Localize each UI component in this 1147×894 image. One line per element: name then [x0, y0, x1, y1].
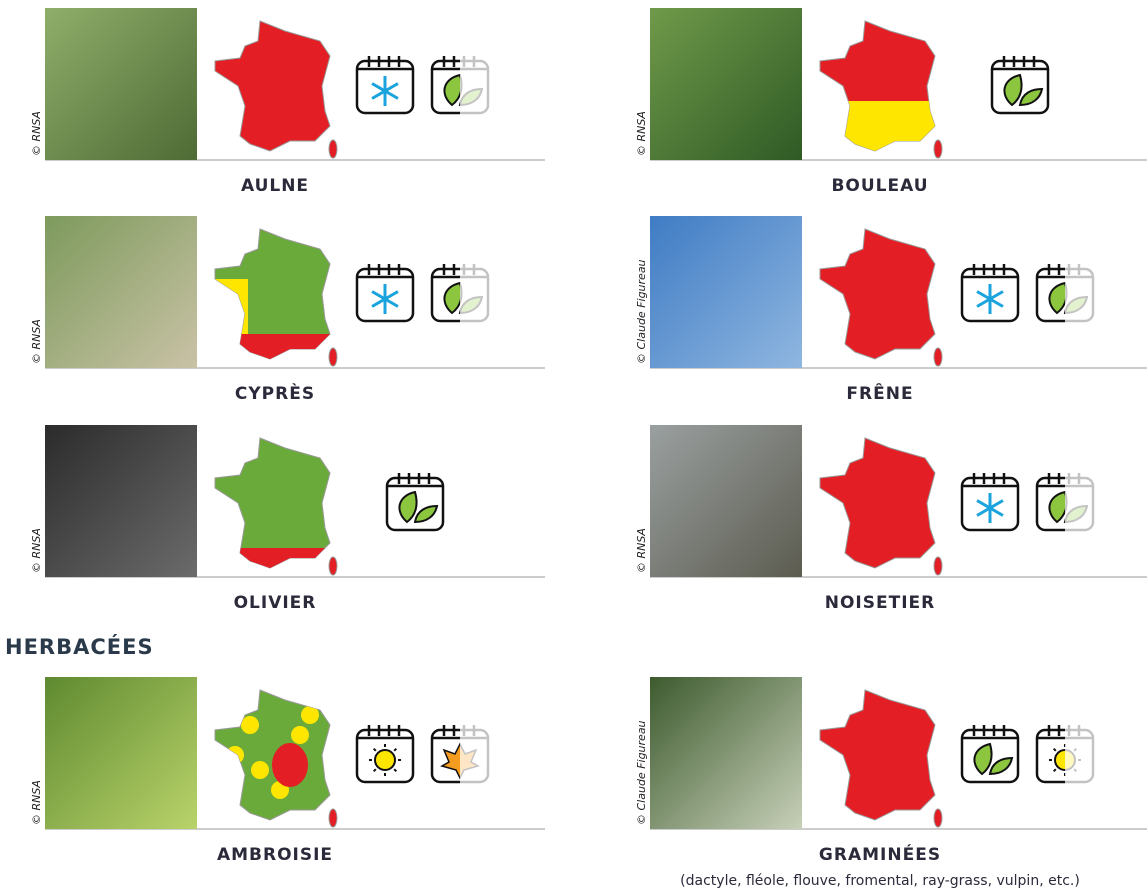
plant-card: © RNSA CYPRÈS	[30, 216, 545, 404]
zone	[226, 746, 244, 764]
calendar-icon	[357, 56, 413, 113]
corsica	[934, 348, 942, 366]
photo-credit: © RNSA	[30, 780, 43, 825]
note: (dactyle, fléole, flouve, fromental, ray…	[680, 873, 1080, 889]
zone	[240, 548, 340, 573]
fade	[1065, 261, 1095, 323]
plant-card: © RNSA AULNE	[30, 8, 545, 196]
map-base	[820, 438, 935, 568]
calendar-icon	[1037, 722, 1095, 784]
france-map	[820, 690, 942, 827]
calendar-icon	[432, 722, 490, 784]
plant-card: © RNSA NOISETIER	[635, 425, 1147, 613]
corsica	[934, 809, 942, 827]
map-base	[215, 21, 330, 151]
photo	[45, 677, 197, 829]
corsica	[934, 140, 942, 158]
photo-credit: © RNSA	[635, 528, 648, 573]
photo-credit: © RNSA	[30, 111, 43, 156]
page: HERBACÉES (dactyle, fléole, flouve, from…	[0, 0, 1147, 894]
corsica	[934, 557, 942, 575]
photo-credit: © RNSA	[30, 528, 43, 573]
zone	[291, 726, 309, 744]
france-map	[215, 438, 340, 575]
plant-name: BOULEAU	[831, 176, 928, 196]
plant-name: AULNE	[241, 176, 309, 196]
sun	[375, 750, 395, 770]
photo-credit: © Claude Figureau	[635, 259, 648, 364]
france-map	[820, 229, 942, 366]
zone	[241, 716, 259, 734]
section-heading: HERBACÉES	[5, 634, 154, 659]
calendar-icon	[432, 53, 490, 115]
map-zones	[240, 548, 340, 573]
photo	[650, 216, 802, 368]
calendar-icon	[387, 473, 443, 530]
calendar-icon	[432, 261, 490, 323]
photo	[45, 216, 197, 368]
calendar-icon	[1037, 261, 1095, 323]
france-map	[210, 229, 340, 366]
corsica	[329, 140, 337, 158]
photo	[45, 8, 197, 160]
calendar-icon	[962, 264, 1018, 321]
france-map	[215, 690, 337, 827]
calendar-icon	[962, 725, 1018, 782]
photo	[650, 677, 802, 829]
corsica	[329, 557, 337, 575]
plant-name: AMBROISIE	[217, 845, 333, 865]
calendar-icon	[357, 264, 413, 321]
map-base	[820, 690, 935, 820]
map-base	[820, 229, 935, 359]
zone	[272, 743, 308, 787]
photo	[650, 8, 802, 160]
fade	[1065, 470, 1095, 532]
fade	[460, 722, 490, 784]
plant-card: © RNSA BOULEAU	[635, 8, 1147, 196]
calendar-icon	[962, 473, 1018, 530]
corsica	[329, 809, 337, 827]
plant-name: FRÊNE	[846, 382, 913, 404]
fade	[460, 261, 490, 323]
plant-name: NOISETIER	[825, 593, 936, 613]
plant-name: CYPRÈS	[235, 382, 315, 404]
plant-card: © Claude Figureau FRÊNE	[635, 216, 1147, 404]
zone	[815, 101, 945, 151]
plant-name: OLIVIER	[234, 593, 317, 613]
france-map	[815, 21, 945, 158]
corsica	[329, 348, 337, 366]
fade	[1065, 722, 1095, 784]
france-map	[820, 438, 942, 575]
plant-card: © Claude Figureau GRAMINÉES	[635, 677, 1147, 865]
plant-card: © RNSA AMBROISIE	[30, 677, 545, 865]
calendar-icon	[992, 56, 1048, 113]
photo	[650, 425, 802, 577]
calendar-icon	[357, 725, 413, 782]
zone	[251, 761, 269, 779]
plant-name: GRAMINÉES	[819, 843, 941, 865]
map-zones	[815, 101, 945, 151]
france-map	[215, 21, 337, 158]
photo-credit: © RNSA	[30, 319, 43, 364]
fade	[460, 53, 490, 115]
plant-card: © RNSA OLIVIER	[30, 425, 545, 613]
photo-credit: © RNSA	[635, 111, 648, 156]
zone	[240, 334, 340, 364]
photo	[45, 425, 197, 577]
calendar-icon	[1037, 470, 1095, 532]
photo-credit: © Claude Figureau	[635, 720, 648, 825]
